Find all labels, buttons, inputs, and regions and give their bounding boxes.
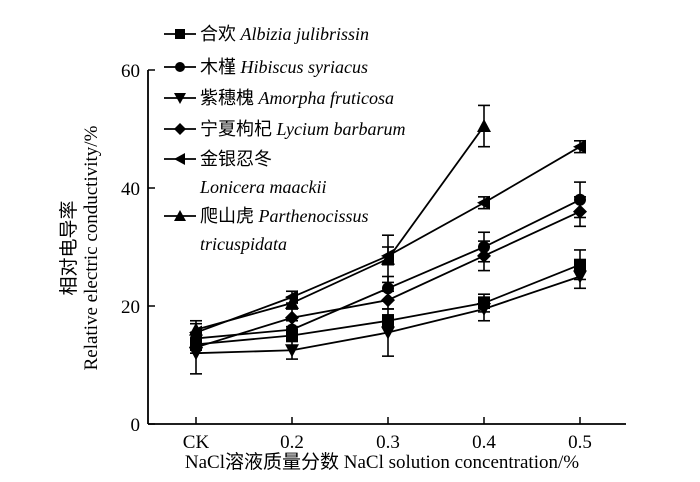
marker-triangle-up xyxy=(381,251,395,265)
marker-triangle-up xyxy=(285,296,299,310)
y-axis-title-en: Relative electric conductivity/% xyxy=(81,125,102,370)
legend-item-5: 爬山虎 Parthenocissus tricuspidata xyxy=(164,206,369,254)
y-tick-label: 20 xyxy=(121,297,140,318)
series-5 xyxy=(189,104,491,340)
legend-label-latin: Hibiscus syriacus xyxy=(236,57,368,77)
marker-diamond xyxy=(174,123,186,135)
legend-label: 木槿 Hibiscus syriacus xyxy=(200,57,368,77)
marker-triangle-left xyxy=(573,139,586,154)
legend-label-cn: 紫穗槐 xyxy=(200,88,254,108)
y-ticks: 0 20 40 60 xyxy=(121,61,155,436)
y-tick-label: 0 xyxy=(131,415,141,436)
legend-item-4: 金银忍冬 Lonicera maackii xyxy=(164,149,326,197)
legend-label: 金银忍冬 xyxy=(200,149,272,169)
y-axis-title-cn: 相对电导率 xyxy=(58,200,80,295)
marker-triangle-down xyxy=(285,344,299,358)
legend-item-3: 宁夏枸杞 Lycium barbarum xyxy=(164,119,405,139)
marker-triangle-down xyxy=(381,326,395,340)
legend-label: 紫穗槐 Amorpha fruticosa xyxy=(200,88,394,108)
legend-item-0: 合欢 Albizia julibrissin xyxy=(164,24,369,44)
marker-diamond xyxy=(381,293,395,308)
legend-label-latin-line2: Lonicera maackii xyxy=(199,177,326,197)
marker-circle xyxy=(175,62,185,72)
x-tick-label: CK xyxy=(183,432,210,453)
marker-diamond xyxy=(573,204,587,219)
y-axis-title: 相对电导率 Relative electric conductivity/% xyxy=(58,125,102,370)
legend-item-1: 木槿 Hibiscus syriacus xyxy=(164,57,368,77)
axes xyxy=(147,70,626,425)
marker-square xyxy=(175,29,185,39)
legend-label: 爬山虎 Parthenocissus xyxy=(200,206,369,226)
marker-triangle-left xyxy=(174,153,185,165)
legend-label-latin: Lycium barbarum xyxy=(272,119,405,139)
x-tick-label: 0.3 xyxy=(376,432,400,453)
marker-diamond xyxy=(189,340,203,355)
marker-triangle-down xyxy=(573,270,587,284)
marker-diamond xyxy=(477,248,491,263)
x-tick-label: 0.4 xyxy=(472,432,496,453)
legend-label-cn: 宁夏枸杞 xyxy=(200,119,272,139)
legend-label: 合欢 Albizia julibrissin xyxy=(200,24,369,44)
legend-label-latin: Amorpha fruticosa xyxy=(254,88,394,108)
marker-triangle-up xyxy=(189,322,203,336)
x-ticks: CK 0.2 0.3 0.4 0.5 xyxy=(183,417,592,453)
legend-label: 宁夏枸杞 Lycium barbarum xyxy=(200,119,405,139)
marker-triangle-down xyxy=(477,302,491,316)
x-tick-label: 0.5 xyxy=(568,432,592,453)
x-tick-label: 0.2 xyxy=(280,432,304,453)
legend-label-latin: Parthenocissus xyxy=(254,206,369,226)
legend-label-latin-line2: tricuspidata xyxy=(200,234,287,254)
series-layer xyxy=(189,104,587,375)
marker-diamond xyxy=(285,310,299,325)
series-line xyxy=(195,125,485,331)
y-tick-label: 60 xyxy=(121,61,140,82)
legend-label-cn: 金银忍冬 xyxy=(200,149,272,169)
legend-label-latin: Albizia julibrissin xyxy=(236,24,369,44)
legend-item-2: 紫穗槐 Amorpha fruticosa xyxy=(164,88,394,108)
legend-label-cn: 木槿 xyxy=(200,57,236,77)
marker-triangle-down xyxy=(174,93,186,104)
y-tick-label: 40 xyxy=(121,179,140,200)
marker-triangle-up xyxy=(174,210,186,221)
marker-triangle-up xyxy=(477,119,491,133)
legend-label-cn: 合欢 xyxy=(200,24,236,44)
marker-triangle-left xyxy=(477,195,490,210)
x-axis-title: NaCl溶液质量分数 NaCl solution concentration/% xyxy=(185,451,579,473)
legend-label-cn: 爬山虎 xyxy=(200,206,254,226)
